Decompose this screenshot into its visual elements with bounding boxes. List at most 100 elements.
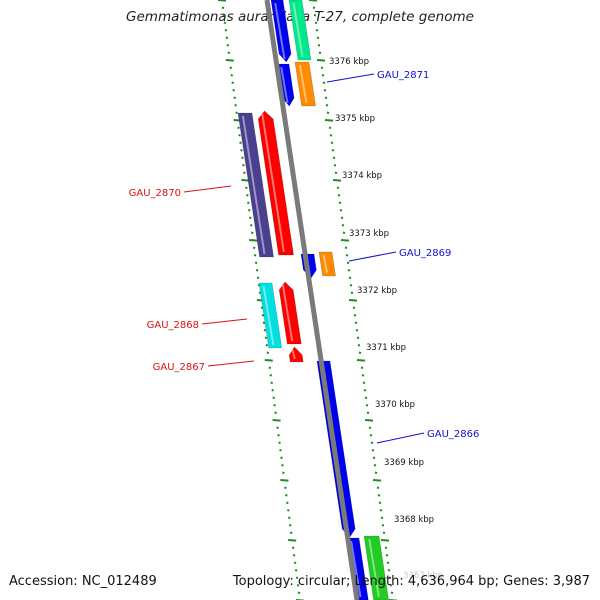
inner-tick <box>274 411 277 415</box>
red-gene-long <box>257 110 294 256</box>
outer-tick <box>328 126 332 130</box>
top-blue-gene <box>270 0 292 63</box>
kbp-label: 3372 kbp <box>357 286 397 296</box>
outer-tick <box>324 96 328 100</box>
inner-tick <box>217 0 227 2</box>
outer-tick <box>352 306 356 310</box>
kbp-label: 3371 kbp <box>366 343 406 353</box>
outer-tick <box>374 471 378 475</box>
outer-tick <box>322 81 326 85</box>
inner-tick <box>260 306 264 310</box>
outer-tick <box>341 224 345 227</box>
outer-tick <box>373 464 377 467</box>
outer-tick <box>321 74 325 77</box>
outer-tick <box>389 584 393 587</box>
inner-tick <box>272 396 275 400</box>
bottom-green-gene-highlight <box>368 538 380 598</box>
outer-tick <box>332 156 336 160</box>
inner-tick <box>250 231 254 235</box>
inner-tick <box>272 419 281 422</box>
inner-tick <box>280 456 283 460</box>
outer-tick <box>313 14 317 17</box>
outer-tick <box>339 209 343 212</box>
kbp-label: 3373 kbp <box>349 229 389 239</box>
leader-line-GAU_2869 <box>348 251 397 262</box>
gene-GAU_2867 <box>288 346 304 363</box>
top-aqua-gene <box>288 0 312 61</box>
bottom-green-gene <box>363 535 389 600</box>
inner-tick <box>264 359 273 362</box>
outer-tick <box>326 111 330 115</box>
inner-tick <box>262 321 266 325</box>
tick-marks <box>217 0 398 600</box>
inner-tick <box>284 486 287 490</box>
inner-tick <box>223 21 227 25</box>
inner-tick <box>280 479 289 482</box>
gene-label-GAU_2871: GAU_2871 <box>377 70 429 81</box>
outer-tick <box>324 119 334 122</box>
outer-tick <box>378 501 382 505</box>
outer-tick <box>380 516 384 520</box>
gene-label-GAU_2866: GAU_2866 <box>427 429 479 440</box>
inner-tick <box>297 591 301 595</box>
kbp-label: 3367 kbp <box>403 571 443 581</box>
inner-tick <box>246 194 249 197</box>
outer-tick <box>379 509 383 512</box>
outer-tick <box>337 194 341 197</box>
inner-tick <box>247 201 250 205</box>
bottom-blue-gene-highlight <box>350 540 362 598</box>
outer-tick <box>308 0 318 2</box>
red-gene-mid <box>278 281 302 345</box>
outer-tick <box>381 524 385 527</box>
outer-tick <box>314 21 318 25</box>
inner-tick <box>233 96 236 100</box>
outer-tick <box>316 36 320 40</box>
inner-tick <box>270 381 274 385</box>
outer-tick <box>370 441 374 445</box>
kbp-label: 3370 kbp <box>375 400 415 410</box>
outer-tick <box>346 261 350 265</box>
outer-tick <box>330 141 334 145</box>
inner-tick <box>254 261 258 265</box>
outer-tick <box>317 44 321 47</box>
inner-tick <box>237 126 240 130</box>
leader-line-GAU_2866 <box>376 432 425 444</box>
gene-label-GAU_2868: GAU_2868 <box>147 320 199 331</box>
inner-tick <box>243 171 246 175</box>
outer-tick <box>372 479 382 482</box>
inner-tick <box>282 471 285 475</box>
outer-tick <box>377 494 381 497</box>
gene-GAU_2869 <box>318 251 336 277</box>
inner-tick <box>295 576 299 580</box>
inner-tick <box>224 29 228 32</box>
top-blue-gene-highlight <box>274 2 286 60</box>
gene-labels: GAU_2871 GAU_2870 GAU_2869 GAU_2868 GAU_2867… <box>129 70 479 444</box>
inner-tick <box>222 14 226 17</box>
inner-tick <box>285 494 288 497</box>
inner-tick <box>278 441 281 445</box>
inner-tick <box>268 366 272 370</box>
outer-tick <box>376 486 380 490</box>
outer-tick <box>384 546 388 550</box>
outer-tick <box>347 269 351 272</box>
outer-tick <box>325 104 329 107</box>
outer-tick <box>369 434 373 437</box>
inner-tick <box>286 501 289 505</box>
topology-label: Topology: circular; Length: 4,636,964 bp… <box>232 574 590 589</box>
outer-tick <box>380 539 390 542</box>
red-gene-mid-highlight <box>281 284 294 342</box>
kbp-label: 3375 kbp <box>335 114 375 124</box>
outer-tick <box>356 359 366 362</box>
outer-tick <box>349 284 353 287</box>
gene-GAU_2868-highlight <box>262 285 275 346</box>
outer-tick <box>348 276 352 280</box>
inner-tick <box>263 329 267 332</box>
inner-tick <box>273 404 276 407</box>
outer-tick <box>353 314 357 317</box>
outer-tick <box>355 329 359 332</box>
leader-line-GAU_2868 <box>201 318 248 325</box>
inner-tick <box>229 66 233 70</box>
inner-tick <box>241 179 250 182</box>
outer-tick <box>366 411 370 415</box>
